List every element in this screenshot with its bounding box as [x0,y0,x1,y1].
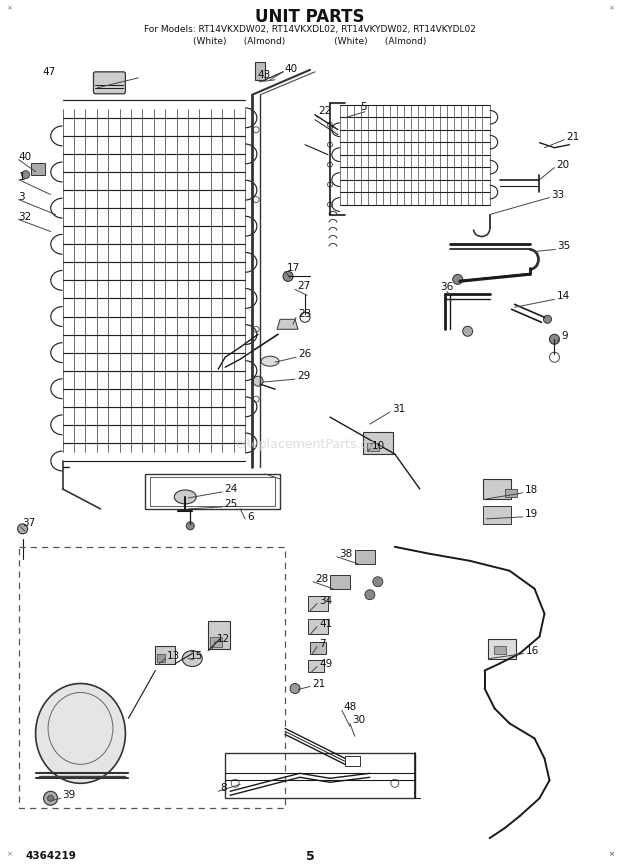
Text: 5: 5 [360,102,366,111]
Circle shape [43,791,58,805]
Bar [345,756,360,766]
Bar [157,653,166,662]
Text: 12: 12 [217,633,231,644]
Bar [145,474,280,509]
Bar [210,637,222,646]
Bar [150,477,275,506]
Text: 38: 38 [339,549,352,559]
Text: 22: 22 [318,105,331,116]
FancyBboxPatch shape [94,72,125,94]
Bar [363,432,393,454]
Text: For Models: RT14VKXDW02, RT14VKXDL02, RT14VKYDW02, RT14VKYDL02: For Models: RT14VKXDW02, RT14VKXDL02, RT… [144,25,476,35]
Text: 20: 20 [557,160,570,169]
Text: 6: 6 [247,511,254,522]
Text: 31: 31 [392,404,405,414]
Text: 18: 18 [525,485,538,495]
Text: 32: 32 [19,212,32,221]
Bar [482,479,510,499]
Text: eReplacementParts.com: eReplacementParts.com [235,437,388,450]
Bar [482,506,510,524]
Circle shape [48,795,53,801]
Circle shape [283,271,293,282]
Circle shape [373,577,383,587]
Text: 21: 21 [567,131,580,142]
Bar [208,620,230,649]
Text: ×: × [608,851,614,857]
Ellipse shape [261,356,279,366]
Text: 19: 19 [525,509,538,519]
Text: 41: 41 [319,619,332,629]
Circle shape [549,334,559,344]
Text: ×: × [608,5,614,11]
Text: 37: 37 [22,518,36,528]
Text: 14: 14 [557,291,570,302]
Text: (White)      (Almond)                 (White)      (Almond): (White) (Almond) (White) (Almond) [193,37,427,47]
Text: 36: 36 [440,283,453,292]
Bar [308,659,324,671]
Circle shape [544,315,551,323]
Text: UNIT PARTS: UNIT PARTS [255,8,365,26]
Text: 47: 47 [43,67,56,77]
Circle shape [290,683,300,694]
Circle shape [365,590,375,600]
Text: 16: 16 [526,645,539,656]
Bar [308,619,328,633]
Text: 30: 30 [352,715,365,726]
Text: 40: 40 [284,64,297,73]
Bar [30,162,45,175]
Bar [355,550,375,564]
Bar [487,638,516,658]
Text: 1: 1 [19,172,25,181]
Text: 34: 34 [319,595,332,606]
Text: 33: 33 [551,189,565,200]
Text: 3: 3 [19,192,25,201]
Text: 43: 43 [257,70,270,79]
Text: 21: 21 [312,678,326,689]
Circle shape [22,170,30,179]
Text: ×: × [6,5,12,11]
Text: 17: 17 [287,264,300,273]
Polygon shape [277,320,298,329]
Circle shape [17,524,28,534]
Circle shape [186,522,194,530]
Bar [255,62,265,79]
Text: 4364219: 4364219 [25,851,76,861]
Text: 10: 10 [372,441,385,451]
Text: 24: 24 [224,484,237,494]
Text: 15: 15 [190,651,203,661]
Text: 28: 28 [315,574,328,584]
Text: 13: 13 [167,651,180,661]
Text: 40: 40 [19,152,32,162]
Ellipse shape [182,651,202,666]
Bar [308,595,328,611]
Text: 9: 9 [562,331,568,341]
Text: 25: 25 [224,499,237,509]
Text: 29: 29 [297,372,310,381]
Ellipse shape [174,490,197,504]
Text: 49: 49 [319,658,332,669]
Text: 8: 8 [220,784,227,793]
Text: 7: 7 [319,638,326,649]
Text: 48: 48 [344,702,357,713]
Bar [367,443,379,451]
Bar [156,645,175,664]
Bar [505,489,516,497]
Text: 27: 27 [297,282,310,291]
Text: ×: × [608,851,614,857]
Circle shape [453,275,463,284]
Text: 5: 5 [306,849,314,862]
Text: ×: × [6,851,12,857]
Bar [330,575,350,588]
Text: 26: 26 [298,349,311,359]
Bar [310,642,326,653]
Text: 23: 23 [298,309,311,320]
Circle shape [463,327,472,336]
Bar [225,753,415,798]
Ellipse shape [35,683,125,784]
Text: 39: 39 [63,791,76,800]
Bar [494,645,505,653]
Circle shape [253,376,263,386]
Text: 35: 35 [557,241,571,251]
